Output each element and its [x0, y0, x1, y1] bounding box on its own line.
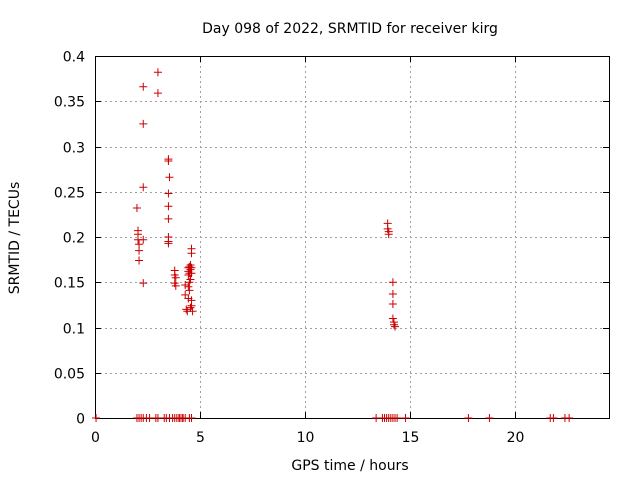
y-tick-label: 0.2 [63, 231, 85, 247]
data-point [164, 156, 173, 165]
data-point [186, 265, 195, 274]
x-tick-label: 10 [297, 430, 315, 446]
y-axis-label: SRMTID / TECUs [7, 182, 23, 295]
y-tick-label: 0 [76, 412, 85, 428]
data-point [139, 279, 148, 288]
data-point [565, 414, 574, 422]
data-point [464, 414, 473, 422]
data-point [187, 301, 196, 310]
data-point [393, 414, 402, 422]
data-point [182, 305, 191, 314]
data-point [153, 68, 162, 77]
data-point [153, 89, 162, 98]
data-point [485, 414, 494, 422]
data-point [171, 273, 180, 282]
y-tick-label: 0.25 [54, 186, 85, 202]
data-point [135, 246, 144, 255]
x-axis-label: GPS time / hours [291, 458, 408, 474]
axis-ticks: 0 0.05 0.1 0.15 0.2 0.25 0.3 0.35 0.4 0 5 10 15 20 [54, 50, 609, 446]
grid-lines [95, 56, 609, 418]
data-point [388, 290, 397, 299]
data-point [384, 230, 393, 239]
data-point [164, 239, 173, 248]
data-point [132, 204, 141, 213]
data-point [184, 282, 193, 291]
data-point [164, 214, 173, 223]
data-point [401, 414, 410, 422]
data-point [171, 281, 180, 290]
y-tick-label: 0.1 [63, 322, 85, 338]
data-point [92, 414, 101, 422]
data-point [549, 414, 558, 422]
data-point [135, 256, 144, 265]
x-tick-label: 5 [196, 430, 205, 446]
data-point [391, 322, 400, 331]
data-point [388, 278, 397, 287]
data-point [188, 307, 197, 316]
y-tick-label: 0.3 [63, 141, 85, 157]
data-points [92, 68, 574, 422]
data-point [139, 82, 148, 91]
y-tick-label: 0.05 [54, 367, 85, 383]
data-point [164, 202, 173, 211]
data-point [139, 119, 148, 128]
data-point [165, 173, 174, 182]
x-tick-label: 0 [91, 430, 100, 446]
data-point [164, 189, 173, 198]
plot-frame [95, 56, 610, 419]
y-tick-label: 0.15 [54, 276, 85, 292]
y-tick-label: 0.4 [63, 50, 85, 66]
data-point [186, 275, 195, 284]
data-point [187, 249, 196, 258]
x-tick-label: 15 [402, 430, 420, 446]
data-point [187, 414, 196, 422]
data-point [388, 314, 397, 323]
data-point [388, 299, 397, 308]
data-point [389, 320, 398, 329]
y-tick-label: 0.35 [54, 95, 85, 111]
chart-title: Day 098 of 2022, SRMTID for receiver kir… [202, 21, 498, 37]
data-point [186, 303, 195, 312]
data-point [185, 286, 194, 295]
data-point [187, 269, 196, 278]
data-point [139, 183, 148, 192]
x-tick-label: 20 [507, 430, 525, 446]
data-point [139, 235, 148, 244]
